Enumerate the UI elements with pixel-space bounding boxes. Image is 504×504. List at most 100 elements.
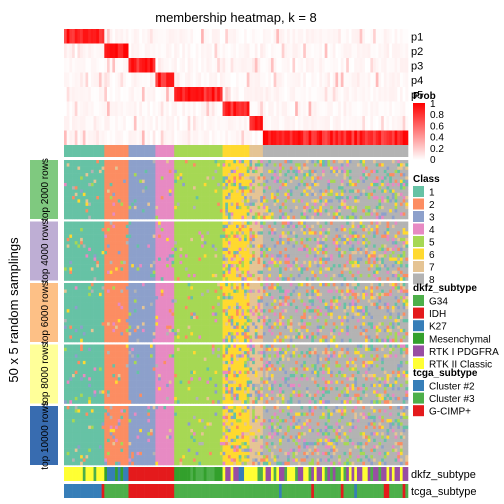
membership-cell xyxy=(311,199,315,203)
prob-cell xyxy=(391,116,395,131)
membership-cell xyxy=(262,179,266,184)
membership-cell xyxy=(64,251,67,255)
prob-cell xyxy=(182,101,186,117)
membership-cell xyxy=(88,257,92,262)
membership-cell xyxy=(206,169,210,174)
membership-cell xyxy=(144,212,148,217)
prob-cell xyxy=(373,130,377,146)
membership-cell xyxy=(373,192,377,197)
membership-cell xyxy=(117,189,121,194)
prob-cell xyxy=(139,58,143,73)
membership-cell xyxy=(82,209,86,213)
membership-cell xyxy=(150,212,153,217)
prob-cell xyxy=(179,72,183,88)
prob-cell xyxy=(244,43,248,59)
membership-cell xyxy=(225,244,229,249)
prob-cell xyxy=(104,101,108,117)
membership-cell xyxy=(297,173,301,177)
prob-cell xyxy=(375,116,379,131)
membership-cell xyxy=(201,202,205,207)
membership-cell xyxy=(324,247,328,252)
membership-cell xyxy=(346,182,350,187)
prob-cell xyxy=(402,72,406,88)
membership-cell xyxy=(303,224,307,229)
membership-cell xyxy=(131,163,135,167)
membership-cell xyxy=(150,182,153,187)
membership-cell xyxy=(198,212,202,217)
membership-cell xyxy=(383,189,387,194)
prob-cell xyxy=(74,116,78,131)
membership-cell xyxy=(254,160,258,164)
membership-cell xyxy=(193,212,196,217)
prob-cell xyxy=(246,116,250,131)
membership-cell xyxy=(117,160,121,164)
membership-cell xyxy=(85,215,89,220)
membership-cell xyxy=(375,257,379,262)
prob-cell xyxy=(104,72,108,88)
membership-cell xyxy=(330,169,334,174)
membership-cell xyxy=(394,199,398,203)
membership-cell xyxy=(330,166,334,171)
prob-cell xyxy=(150,101,153,117)
membership-cell xyxy=(308,176,312,180)
membership-cell xyxy=(115,205,119,210)
membership-cell xyxy=(351,212,355,217)
membership-cell xyxy=(370,186,374,190)
membership-cell xyxy=(399,196,403,200)
membership-cell xyxy=(289,196,293,200)
prob-cell xyxy=(354,130,358,146)
membership-cell xyxy=(348,160,352,164)
membership-cell xyxy=(222,186,226,190)
membership-cell xyxy=(391,247,395,252)
prob-cell xyxy=(133,29,137,44)
prob-cell xyxy=(373,101,377,117)
membership-cell xyxy=(225,254,229,258)
membership-cell xyxy=(187,209,191,213)
membership-cell xyxy=(66,179,70,184)
prob-cell xyxy=(238,101,242,117)
membership-cell xyxy=(209,209,213,213)
membership-cell xyxy=(88,241,92,245)
membership-cell xyxy=(80,173,84,177)
membership-cell xyxy=(193,176,196,180)
membership-cell xyxy=(346,228,350,232)
membership-cell xyxy=(268,228,272,232)
membership-cell xyxy=(120,231,124,235)
class-cell xyxy=(90,145,94,157)
membership-cell xyxy=(252,166,256,171)
membership-cell xyxy=(375,196,379,200)
membership-cell xyxy=(327,257,331,262)
prob-cell xyxy=(354,58,358,73)
membership-cell xyxy=(284,254,288,258)
membership-cell xyxy=(93,179,97,184)
membership-cell xyxy=(93,231,97,235)
membership-cell xyxy=(190,247,194,252)
membership-cell xyxy=(193,209,196,213)
membership-cell xyxy=(120,247,124,252)
membership-cell xyxy=(160,257,164,262)
membership-cell xyxy=(383,241,387,245)
membership-cell xyxy=(195,251,199,255)
membership-cell xyxy=(107,231,110,235)
membership-cell xyxy=(335,173,339,177)
membership-cell xyxy=(82,166,86,171)
membership-cell xyxy=(206,192,210,197)
membership-cell xyxy=(270,166,274,171)
membership-cell xyxy=(319,224,323,229)
membership-cell xyxy=(381,237,385,242)
prob-cell xyxy=(131,72,135,88)
membership-cell xyxy=(168,205,172,210)
membership-cell xyxy=(308,173,312,177)
prob-cell xyxy=(340,116,344,131)
membership-cell xyxy=(351,160,355,164)
membership-cell xyxy=(330,192,334,197)
membership-cell xyxy=(195,234,199,239)
prob-cell xyxy=(343,101,347,117)
membership-cell xyxy=(152,221,156,226)
membership-cell xyxy=(160,199,164,203)
membership-cell xyxy=(176,221,180,226)
membership-cell xyxy=(319,166,323,171)
membership-cell xyxy=(160,247,164,252)
membership-cell xyxy=(297,209,301,213)
membership-cell xyxy=(303,163,307,167)
